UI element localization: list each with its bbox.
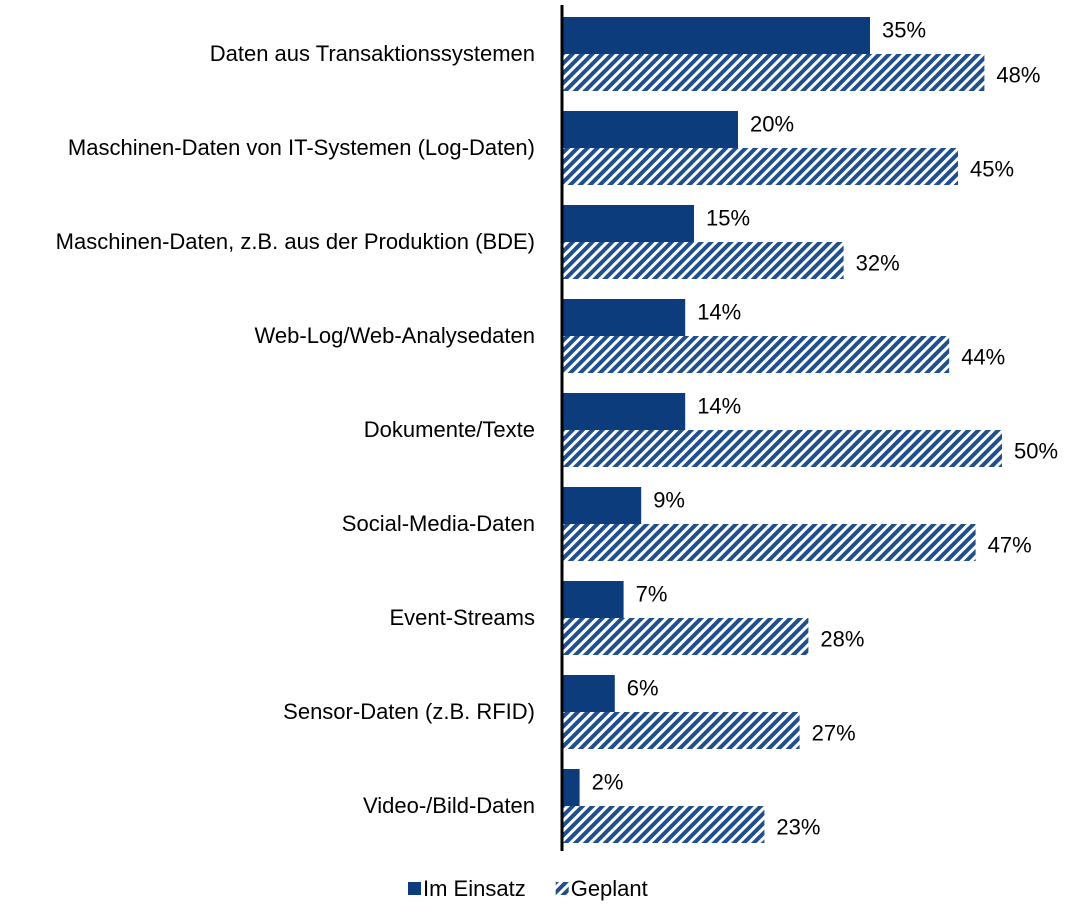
value-label: 48% xyxy=(996,62,1040,87)
category-label: Web-Log/Web-Analysedaten xyxy=(254,323,535,348)
bar xyxy=(562,17,870,54)
bar xyxy=(562,111,738,148)
bar xyxy=(562,806,765,843)
category-label: Daten aus Transaktionssystemen xyxy=(209,41,535,66)
category-label: Maschinen-Daten, z.B. aus der Produktion… xyxy=(55,229,535,254)
bar xyxy=(562,242,844,279)
legend-swatch xyxy=(555,882,569,895)
category-label: Maschinen-Daten von IT-Systemen (Log-Dat… xyxy=(67,135,535,160)
value-label: 28% xyxy=(820,626,864,651)
bar xyxy=(562,712,800,749)
value-label: 14% xyxy=(697,393,741,418)
bar xyxy=(562,54,985,91)
category-label: Social-Media-Daten xyxy=(341,511,535,536)
value-label: 45% xyxy=(970,156,1014,181)
bar xyxy=(562,675,615,712)
value-label: 44% xyxy=(961,344,1005,369)
value-label: 2% xyxy=(592,769,624,794)
value-label: 20% xyxy=(750,111,794,136)
category-label: Dokumente/Texte xyxy=(363,417,535,442)
bar xyxy=(562,148,958,185)
legend-swatch xyxy=(408,882,421,895)
value-label: 50% xyxy=(1014,438,1058,463)
legend-label: Im Einsatz xyxy=(423,876,526,901)
value-label: 27% xyxy=(812,720,856,745)
category-label: Sensor-Daten (z.B. RFID) xyxy=(283,699,535,724)
bar xyxy=(562,430,1002,467)
bar xyxy=(562,336,950,373)
value-label: 32% xyxy=(856,250,900,275)
value-label: 7% xyxy=(636,581,668,606)
bar xyxy=(562,487,642,524)
bar xyxy=(562,769,580,806)
bar xyxy=(562,299,686,336)
legend-label: Geplant xyxy=(571,876,648,901)
value-label: 9% xyxy=(653,487,685,512)
value-label: 35% xyxy=(882,17,926,42)
value-label: 47% xyxy=(988,532,1032,557)
bar xyxy=(562,524,976,561)
value-label: 15% xyxy=(706,205,750,230)
value-label: 23% xyxy=(776,814,820,839)
value-label: 14% xyxy=(697,299,741,324)
bar xyxy=(562,618,809,655)
bar xyxy=(562,393,686,430)
category-label: Video-/Bild-Daten xyxy=(362,793,535,818)
value-label: 6% xyxy=(627,675,659,700)
category-label: Event-Streams xyxy=(389,605,536,630)
bar xyxy=(562,205,694,242)
bar xyxy=(562,581,624,618)
